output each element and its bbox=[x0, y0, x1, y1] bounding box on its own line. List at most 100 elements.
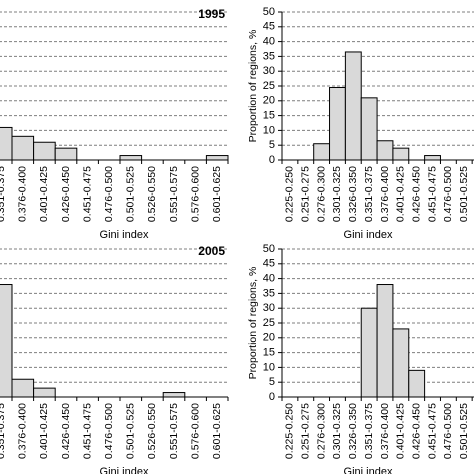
y-tick-label: 25 bbox=[263, 80, 275, 92]
histogram-bar bbox=[0, 126, 13, 161]
histogram-bar bbox=[33, 141, 56, 161]
y-tick-label: 10 bbox=[263, 361, 275, 373]
x-tick-label: 0.476-0.500 bbox=[103, 166, 115, 222]
y-tick-label: 30 bbox=[263, 302, 275, 314]
x-tick-label: 0.451-0.475 bbox=[426, 403, 438, 459]
x-tick-label: 0.225-0.250 bbox=[284, 166, 296, 222]
x-tick-label: 0.426-0.450 bbox=[410, 166, 422, 222]
x-tick-label: 0.376-0.400 bbox=[379, 403, 391, 459]
y-tick-label: 20 bbox=[263, 332, 275, 344]
x-tick-label: 0.476-0.500 bbox=[442, 403, 454, 459]
y-tick-label: 0 bbox=[269, 154, 275, 166]
x-axis-title: Gini index bbox=[344, 466, 393, 474]
x-tick-label: 0.401-0.425 bbox=[395, 403, 407, 459]
x-tick-label: 0.601-0.625 bbox=[211, 166, 223, 222]
x-tick-label: 0.326-0.350 bbox=[347, 403, 359, 459]
histogram-bar bbox=[424, 155, 441, 161]
y-tick-label: 25 bbox=[263, 317, 275, 329]
y-tick-label: 10 bbox=[263, 124, 275, 136]
y-tick-label: 40 bbox=[263, 273, 275, 285]
x-tick-label: 0.301-0.325 bbox=[331, 166, 343, 222]
y-tick-label: 50 bbox=[263, 6, 275, 18]
y-tick-label: 20 bbox=[263, 95, 275, 107]
histogram-bar bbox=[360, 97, 378, 161]
x-tick-label: 0.551-0.575 bbox=[168, 166, 180, 222]
x-axis-title: Gini index bbox=[100, 229, 149, 241]
histogram-bar bbox=[0, 284, 13, 398]
histogram-bar bbox=[313, 143, 331, 161]
x-tick-label: 0.376-0.400 bbox=[17, 166, 29, 222]
x-tick-label: 0.426-0.450 bbox=[60, 403, 72, 459]
histogram-bar bbox=[376, 140, 394, 161]
y-tick-label: 5 bbox=[269, 376, 275, 388]
chart-panel-top-left: 0.251-0.2750.276-0.3000.301-0.3250.326-0… bbox=[0, 7, 229, 241]
x-tick-label: 0.301-0.325 bbox=[331, 403, 343, 459]
x-tick-label: 0.501-0.525 bbox=[458, 403, 470, 459]
panel-title: 1995 bbox=[198, 7, 225, 21]
histogram-bar bbox=[11, 378, 35, 398]
chart-panel-bottom-right: 0.225-0.250 0.251-0.275 0.276-0.300 0.301-0… bbox=[247, 243, 474, 474]
x-axis-title: Gini index bbox=[344, 229, 393, 241]
y-tick-label: 35 bbox=[263, 287, 275, 299]
y-tick-label: 50 bbox=[263, 243, 275, 255]
histogram-bar bbox=[392, 147, 410, 161]
y-tick-label: 45 bbox=[263, 258, 275, 270]
histogram-bar bbox=[329, 86, 346, 161]
histogram-bar bbox=[33, 387, 56, 398]
histogram-bar bbox=[392, 328, 410, 398]
y-tick-label: 0 bbox=[269, 391, 275, 403]
x-tick-label: 0.576-0.600 bbox=[189, 166, 201, 222]
x-tick-label: 0.476-0.500 bbox=[103, 403, 115, 459]
x-tick-label: 0.351-0.375 bbox=[363, 166, 375, 222]
x-tick-label: 0.326-0.350 bbox=[347, 166, 359, 222]
x-tick-label: 0.526-0.550 bbox=[146, 166, 158, 222]
histogram-bar bbox=[54, 147, 78, 161]
x-tick-label: 0.351-0.375 bbox=[0, 403, 7, 459]
x-tick-label: 0.551-0.575 bbox=[168, 403, 180, 459]
y-tick-label: 5 bbox=[269, 139, 275, 151]
y-axis-title: Proportion of regions, % bbox=[247, 30, 259, 143]
histogram-bar bbox=[205, 155, 229, 161]
x-tick-label: 0.501-0.525 bbox=[125, 166, 137, 222]
histogram-bar bbox=[360, 307, 378, 398]
y-tick-label: 15 bbox=[263, 347, 275, 359]
chart-panel-top-right: 0.225-0.250 0.251-0.275 0.276-0.300 0.301-0… bbox=[247, 6, 474, 241]
x-tick-label: 0.401-0.425 bbox=[38, 166, 50, 222]
x-tick-label: 0.276-0.300 bbox=[315, 403, 327, 459]
y-axis-title: Proportion of regions, % bbox=[247, 267, 259, 380]
x-tick-label: 0.376-0.400 bbox=[17, 403, 29, 459]
x-axis-title: Gini index bbox=[100, 466, 149, 474]
histogram-bar bbox=[162, 392, 186, 398]
histogram-bar bbox=[408, 369, 426, 398]
x-tick-label: 0.476-0.500 bbox=[442, 166, 454, 222]
y-tick-label: 30 bbox=[263, 65, 275, 77]
x-tick-label: 0.451-0.475 bbox=[426, 166, 438, 222]
x-tick-label: 0.451-0.475 bbox=[81, 403, 93, 459]
y-tick-label: 35 bbox=[263, 50, 275, 62]
x-tick-label: 0.526-0.550 bbox=[146, 403, 158, 459]
x-tick-label: 0.501-0.525 bbox=[458, 166, 470, 222]
panel-title: 2005 bbox=[198, 244, 225, 258]
x-tick-label: 0.601-0.625 bbox=[211, 403, 223, 459]
x-tick-label: 0.251-0.275 bbox=[300, 166, 312, 222]
x-tick-label: 0.376-0.400 bbox=[379, 166, 391, 222]
histogram-bar bbox=[344, 51, 362, 161]
histogram-bar bbox=[119, 155, 143, 161]
y-tick-label: 15 bbox=[263, 110, 275, 122]
x-tick-label: 0.401-0.425 bbox=[38, 403, 50, 459]
chart-panel-bottom-left: 0.251-0.2750.276-0.3000.301-0.3250.326-0… bbox=[0, 244, 229, 474]
histogram-bar bbox=[376, 284, 394, 398]
x-tick-label: 0.351-0.375 bbox=[0, 166, 7, 222]
x-tick-label: 0.351-0.375 bbox=[363, 403, 375, 459]
x-tick-label: 0.251-0.275 bbox=[300, 403, 312, 459]
x-tick-label: 0.501-0.525 bbox=[125, 403, 137, 459]
x-tick-label: 0.401-0.425 bbox=[395, 166, 407, 222]
y-tick-label: 45 bbox=[263, 21, 275, 33]
x-tick-label: 0.225-0.250 bbox=[284, 403, 296, 459]
y-tick-label: 40 bbox=[263, 36, 275, 48]
x-tick-label: 0.276-0.300 bbox=[315, 166, 327, 222]
histogram-bar bbox=[11, 135, 35, 161]
x-tick-label: 0.426-0.450 bbox=[410, 403, 422, 459]
x-tick-label: 0.451-0.475 bbox=[81, 166, 93, 222]
